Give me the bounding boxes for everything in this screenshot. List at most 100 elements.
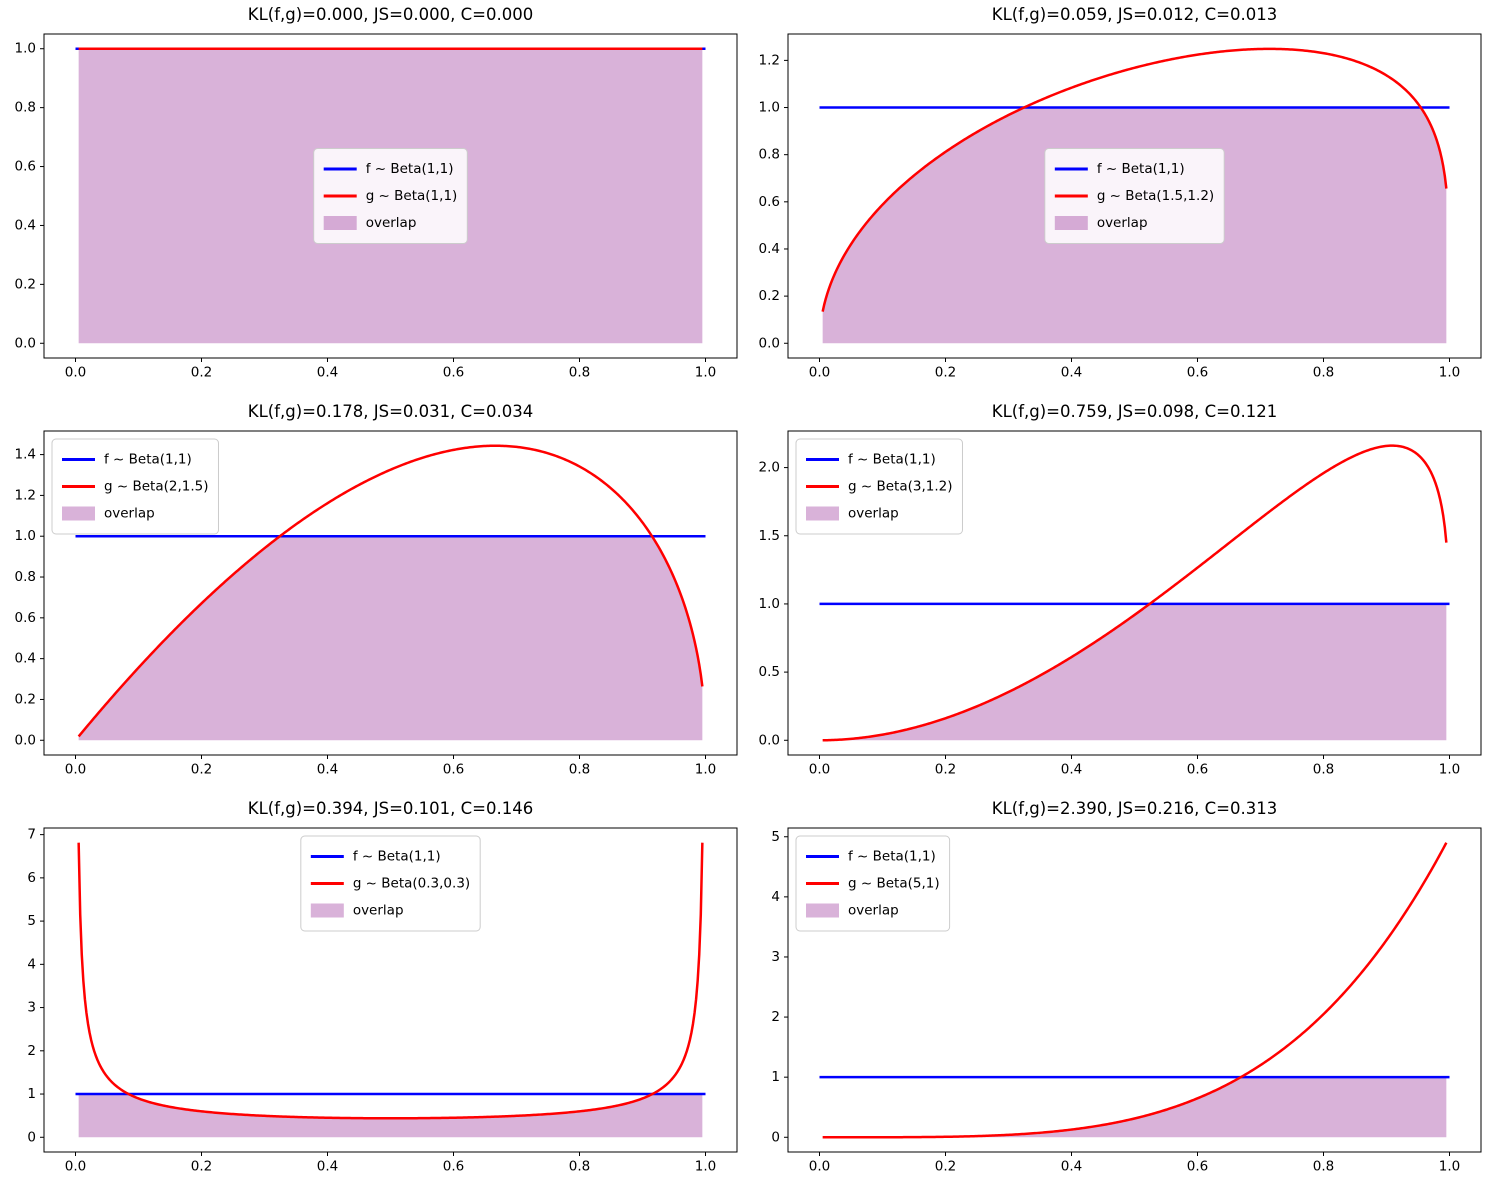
legend-label: g ~ Beta(3,1.2)	[848, 479, 952, 495]
axes-spines	[787, 827, 1482, 1153]
y-tick-label: 5	[27, 913, 36, 929]
legend-label: overlap	[848, 506, 899, 522]
x-tick-label: 0.4	[1061, 365, 1082, 381]
legend-label: g ~ Beta(2,1.5)	[104, 479, 208, 495]
y-tick-label: 0.8	[15, 569, 36, 585]
y-tick-label: 0.6	[15, 610, 36, 626]
x-tick-label: 0.6	[443, 365, 464, 381]
legend: f ~ Beta(1,1) g ~ Beta(5,1) overlap	[795, 835, 951, 932]
plot-title: KL(f,g)=0.178, JS=0.031, C=0.034	[247, 402, 534, 421]
axes-spines	[43, 33, 738, 359]
x-tick-label: 0.4	[1061, 1159, 1082, 1175]
x-tick-label: 0.8	[569, 365, 590, 381]
x-tick-label: 0.0	[809, 762, 830, 778]
y-tick-label: 3	[771, 949, 780, 965]
legend-box	[51, 438, 219, 535]
x-tick-label: 0.6	[1187, 365, 1208, 381]
y-tick-label: 0.2	[15, 276, 36, 292]
y-tick-label: 1.2	[15, 487, 36, 503]
x-tick-label: 0.0	[65, 365, 86, 381]
legend-label: f ~ Beta(1,1)	[353, 849, 441, 865]
y-tick-label: 0	[27, 1129, 36, 1145]
x-tick-label: 0.2	[191, 1159, 212, 1175]
axes-spines	[787, 430, 1482, 756]
y-tick-label: 1.2	[759, 52, 780, 68]
x-tick-label: 1.0	[695, 1159, 716, 1175]
subplot-panel-2: KL(f,g)=0.059, JS=0.012, C=0.013 0.0 0.2 0…	[744, 0, 1489, 397]
y-tick-label: 2	[771, 1009, 780, 1025]
y-tick-label: 2	[27, 1043, 36, 1059]
y-tick-label: 0.6	[15, 159, 36, 175]
legend-label: g ~ Beta(5,1)	[848, 876, 940, 892]
legend-label: overlap	[104, 506, 155, 522]
axes-spines	[43, 827, 738, 1153]
x-tick-label: 0.6	[1187, 1159, 1208, 1175]
legend-label: overlap	[366, 215, 417, 231]
plot-canvas: 0.0 0.2 0.4 0.6 0.8 1.0 0 1 2 3 4 5 f ~ Beta(1,1) g ~…	[771, 827, 1482, 1175]
g-density-curve	[77, 842, 704, 1120]
y-tick-label: 4	[27, 956, 36, 972]
y-tick-label: 1.0	[759, 100, 780, 116]
x-tick-label: 0.4	[1061, 762, 1082, 778]
x-tick-label: 0.0	[809, 1159, 830, 1175]
y-tick-label: 0.4	[759, 241, 780, 257]
y-tick-label: 1.4	[15, 447, 36, 463]
legend-label: f ~ Beta(1,1)	[1097, 161, 1185, 177]
y-tick-label: 2.0	[759, 460, 780, 476]
overlap-region	[78, 536, 703, 741]
y-tick-label: 1.5	[759, 528, 780, 544]
legend-patch-sample	[323, 216, 357, 230]
y-tick-label: 1.0	[15, 41, 36, 57]
y-tick-label: 6	[27, 870, 36, 886]
legend-label: f ~ Beta(1,1)	[366, 161, 454, 177]
plot-title: KL(f,g)=0.759, JS=0.098, C=0.121	[991, 402, 1278, 421]
x-tick-label: 0.0	[65, 1159, 86, 1175]
plot-canvas: 0.0 0.2 0.4 0.6 0.8 1.0 0.0 0.5 1.0 1.5 2.0 f ~ Bet…	[759, 430, 1482, 778]
overlap-region	[78, 1094, 703, 1138]
y-tick-label: 3	[27, 1000, 36, 1016]
subplot-panel-5: KL(f,g)=0.394, JS=0.101, C=0.146 0.0 0.2 0…	[0, 794, 744, 1190]
plot-canvas: 0.0 0.2 0.4 0.6 0.8 1.0 0.0 0.2 0.4 0.6 0.8 1.0 f ~ …	[15, 33, 738, 381]
legend-label: f ~ Beta(1,1)	[104, 452, 192, 468]
subplot-panel-6: KL(f,g)=2.390, JS=0.216, C=0.313 0.0 0.2 0…	[744, 794, 1489, 1190]
x-tick-label: 0.2	[935, 365, 956, 381]
x-tick-label: 0.6	[443, 762, 464, 778]
subplot-panel-3: KL(f,g)=0.178, JS=0.031, C=0.034 0.0 0.2 0…	[0, 397, 744, 794]
legend: f ~ Beta(1,1) g ~ Beta(1.5,1.2) overlap	[1044, 148, 1225, 244]
x-tick-label: 1.0	[695, 762, 716, 778]
legend-label: g ~ Beta(1,1)	[366, 188, 458, 204]
x-tick-label: 0.0	[65, 762, 86, 778]
plot-canvas: 0.0 0.2 0.4 0.6 0.8 1.0 0 1 2 3 4 5 6 7 f ~ Beta(1,1) g…	[27, 827, 738, 1175]
g-density-curve	[821, 47, 1448, 312]
legend-box	[795, 438, 963, 535]
x-tick-label: 0.2	[191, 762, 212, 778]
y-tick-label: 0.4	[15, 217, 36, 233]
g-density-curve	[77, 444, 704, 738]
plot-title: KL(f,g)=0.000, JS=0.000, C=0.000	[247, 5, 534, 24]
legend-label: overlap	[353, 903, 404, 919]
subplot-panel-4: KL(f,g)=0.759, JS=0.098, C=0.121 0.0 0.2 0…	[744, 397, 1489, 794]
y-tick-label: 0.5	[759, 664, 780, 680]
x-tick-label: 0.6	[1187, 762, 1208, 778]
legend-patch-sample	[1054, 216, 1088, 230]
x-tick-label: 0.8	[569, 1159, 590, 1175]
x-tick-label: 0.8	[1313, 762, 1334, 778]
y-tick-label: 0.6	[759, 194, 780, 210]
legend-box	[795, 835, 951, 932]
x-tick-label: 0.2	[935, 1159, 956, 1175]
y-tick-label: 0.0	[15, 335, 36, 351]
y-tick-label: 1.0	[759, 596, 780, 612]
y-tick-label: 0.2	[759, 288, 780, 304]
y-tick-label: 0.8	[759, 147, 780, 163]
x-tick-label: 0.4	[317, 762, 338, 778]
y-tick-label: 1	[771, 1069, 780, 1085]
y-tick-label: 1	[27, 1086, 36, 1102]
legend: f ~ Beta(1,1) g ~ Beta(0.3,0.3) overlap	[300, 835, 481, 932]
x-tick-label: 0.8	[1313, 365, 1334, 381]
y-tick-label: 0.4	[15, 651, 36, 667]
legend: f ~ Beta(1,1) g ~ Beta(2,1.5) overlap	[51, 438, 219, 535]
y-tick-label: 1.0	[15, 528, 36, 544]
y-tick-label: 0.2	[15, 691, 36, 707]
x-tick-label: 0.0	[809, 365, 830, 381]
